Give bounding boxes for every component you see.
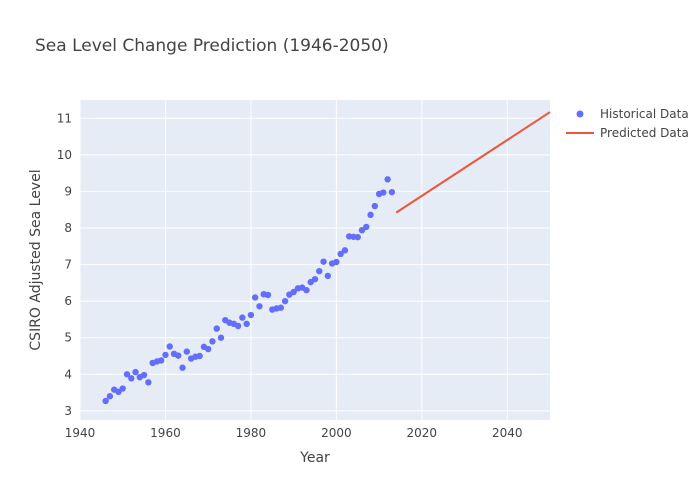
legend: Historical Data Predicted Data bbox=[566, 107, 689, 140]
data-point[interactable] bbox=[243, 320, 250, 328]
x-tick-label: 2000 bbox=[321, 426, 352, 440]
data-point[interactable] bbox=[311, 276, 319, 283]
y-tick-label: 10 bbox=[57, 148, 72, 162]
data-point[interactable] bbox=[162, 351, 169, 359]
data-point[interactable] bbox=[277, 304, 285, 311]
grid bbox=[79, 100, 550, 420]
data-point[interactable] bbox=[128, 375, 135, 382]
legend-marker-historical[interactable] bbox=[576, 110, 584, 118]
y-tick-label: 8 bbox=[64, 221, 72, 235]
data-point[interactable] bbox=[363, 223, 370, 231]
data-point[interactable] bbox=[337, 250, 344, 258]
data-point[interactable] bbox=[183, 348, 191, 355]
predicted-line[interactable] bbox=[395, 111, 551, 214]
data-point[interactable] bbox=[132, 368, 139, 376]
data-point[interactable] bbox=[324, 272, 332, 280]
y-tick-label: 3 bbox=[64, 404, 72, 418]
data-point[interactable] bbox=[388, 188, 396, 196]
x-tick-label: 1960 bbox=[150, 426, 181, 440]
data-point[interactable] bbox=[333, 258, 340, 266]
y-tick-label: 4 bbox=[64, 367, 72, 381]
legend-label-predicted[interactable]: Predicted Data bbox=[600, 126, 689, 140]
x-axis-label: Year bbox=[299, 450, 330, 466]
plot-area bbox=[80, 100, 550, 420]
x-tick-label: 2020 bbox=[407, 426, 438, 440]
data-point[interactable] bbox=[145, 379, 152, 386]
data-point[interactable] bbox=[106, 393, 114, 400]
data-point[interactable] bbox=[384, 176, 391, 183]
data-point[interactable] bbox=[166, 343, 173, 350]
data-point[interactable] bbox=[303, 286, 310, 294]
series-layer bbox=[102, 111, 551, 405]
data-point[interactable] bbox=[196, 352, 203, 360]
data-point[interactable] bbox=[179, 364, 186, 371]
data-point[interactable] bbox=[320, 258, 327, 265]
y-axis-ticks: 3 4 5 6 7 8 9 10 11 bbox=[57, 111, 72, 418]
data-point[interactable] bbox=[316, 267, 323, 275]
data-point[interactable] bbox=[213, 325, 220, 332]
chart-title: Sea Level Change Prediction (1946-2050) bbox=[35, 36, 389, 56]
data-point[interactable] bbox=[175, 352, 182, 359]
y-tick-label: 7 bbox=[64, 258, 72, 272]
x-axis-ticks: 1940 1960 1980 2000 2020 2040 bbox=[65, 426, 523, 440]
legend-label-historical[interactable]: Historical Data bbox=[600, 107, 689, 121]
data-point[interactable] bbox=[251, 294, 259, 301]
data-point[interactable] bbox=[209, 338, 216, 345]
data-point[interactable] bbox=[341, 247, 349, 254]
y-axis-label: CSIRO Adjusted Sea Level bbox=[28, 169, 44, 350]
data-point[interactable] bbox=[234, 322, 242, 330]
x-tick-label: 2040 bbox=[492, 426, 523, 440]
data-point[interactable] bbox=[123, 371, 131, 378]
data-point[interactable] bbox=[371, 202, 379, 210]
data-point[interactable] bbox=[102, 397, 109, 405]
data-point[interactable] bbox=[217, 334, 225, 341]
data-point[interactable] bbox=[204, 345, 212, 353]
data-point[interactable] bbox=[119, 385, 126, 392]
y-tick-label: 6 bbox=[64, 294, 72, 308]
data-point[interactable] bbox=[140, 371, 148, 379]
data-point[interactable] bbox=[367, 211, 374, 219]
x-tick-label: 1940 bbox=[65, 426, 96, 440]
data-point[interactable] bbox=[247, 311, 255, 319]
data-point[interactable] bbox=[256, 303, 263, 310]
data-point[interactable] bbox=[239, 314, 246, 321]
y-tick-label: 5 bbox=[64, 331, 72, 345]
data-point[interactable] bbox=[157, 357, 165, 364]
data-point[interactable] bbox=[380, 189, 387, 196]
y-tick-label: 9 bbox=[64, 184, 72, 198]
data-point[interactable] bbox=[264, 291, 272, 299]
y-tick-label: 11 bbox=[57, 111, 72, 125]
x-tick-label: 1980 bbox=[236, 426, 267, 440]
data-point[interactable] bbox=[354, 233, 361, 241]
data-point[interactable] bbox=[290, 288, 297, 296]
data-point[interactable] bbox=[281, 297, 289, 305]
